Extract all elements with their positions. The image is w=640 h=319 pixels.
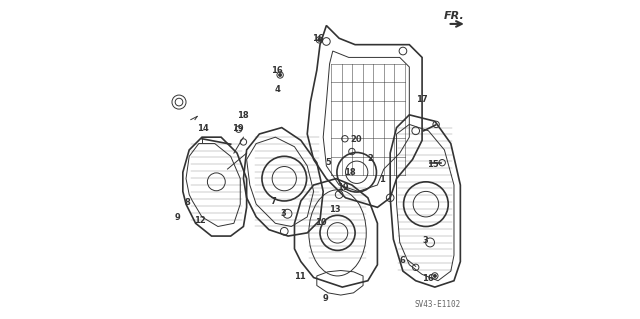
Text: 15: 15	[427, 160, 438, 169]
Text: 4: 4	[275, 85, 281, 94]
Text: 18: 18	[344, 168, 355, 177]
Text: 9: 9	[323, 294, 328, 303]
Text: 6: 6	[399, 256, 405, 265]
Text: 20: 20	[350, 135, 362, 144]
Text: 16: 16	[422, 274, 434, 283]
Text: SV43-E1102: SV43-E1102	[415, 300, 461, 309]
Circle shape	[318, 38, 321, 41]
Text: 11: 11	[294, 272, 306, 281]
Circle shape	[433, 274, 436, 278]
Text: 12: 12	[194, 216, 205, 225]
Text: 2: 2	[367, 154, 373, 163]
Text: 1: 1	[379, 175, 385, 184]
Text: 19: 19	[232, 124, 244, 133]
Text: 10: 10	[315, 218, 327, 227]
Text: FR.: FR.	[444, 11, 465, 21]
Text: 16: 16	[312, 34, 324, 43]
Text: 8: 8	[184, 198, 190, 207]
Text: 7: 7	[270, 197, 276, 206]
Text: 14: 14	[197, 124, 209, 133]
Circle shape	[278, 73, 282, 77]
Text: 13: 13	[329, 205, 340, 214]
Text: 17: 17	[415, 95, 428, 104]
Text: 3: 3	[280, 209, 286, 218]
Text: 9: 9	[175, 213, 180, 222]
Text: 3: 3	[422, 236, 428, 245]
Text: 5: 5	[325, 158, 331, 167]
Text: 18: 18	[237, 111, 248, 120]
Text: 16: 16	[271, 66, 283, 75]
Text: 19: 19	[337, 183, 349, 192]
